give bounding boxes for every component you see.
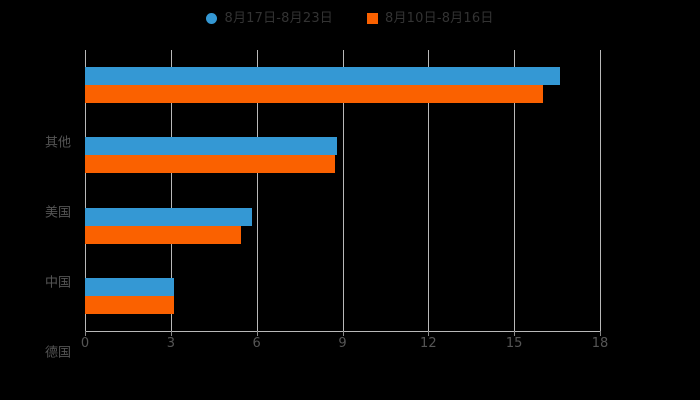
y-axis-label-0: 其他 — [44, 135, 71, 151]
bar[interactable] — [85, 67, 560, 86]
x-tick-label-18: 18 — [591, 336, 609, 351]
bar[interactable] — [85, 225, 241, 244]
gridline-12 — [428, 50, 430, 331]
legend-item-series-1[interactable]: 8月17日-8月23日 — [206, 12, 333, 25]
gridline-6 — [256, 50, 258, 331]
chart-legend: 8月17日-8月23日 8月10日-8月16日 — [0, 6, 700, 30]
x-tick-label-9: 9 — [338, 336, 347, 351]
tickmark-9 — [342, 331, 344, 336]
tickmark-15 — [514, 331, 516, 336]
x-tick-label-15: 15 — [505, 336, 523, 351]
x-tick-label-3: 3 — [166, 336, 175, 351]
y-axis-label-3: 德国 — [44, 345, 71, 361]
legend-label-series-2: 8月10日-8月16日 — [385, 10, 494, 26]
y-axis-category-labels: 其他 美国 中国 德国 — [0, 50, 85, 361]
gridline-3 — [170, 50, 172, 331]
tickmark-6 — [256, 331, 258, 336]
x-tick-label-0: 0 — [80, 336, 90, 351]
bar[interactable] — [85, 295, 174, 314]
y-axis-label-1: 美国 — [44, 205, 71, 221]
square-marker-icon — [367, 12, 378, 24]
legend-label-series-1: 8月17日-8月23日 — [224, 10, 333, 26]
y-axis-label-2: 中国 — [44, 275, 71, 291]
plot-area — [85, 50, 601, 336]
bar[interactable] — [85, 85, 543, 104]
y-axis-line — [85, 50, 86, 331]
x-axis-tick-labels: 0 3 6 9 12 15 18 — [81, 336, 608, 356]
bar[interactable] — [85, 155, 336, 174]
bar[interactable] — [85, 207, 253, 226]
x-tick-label-12: 12 — [420, 336, 437, 351]
tickmark-0 — [85, 331, 86, 336]
gridline-9 — [342, 50, 344, 331]
tickmark-12 — [428, 331, 430, 336]
x-tick-label-6: 6 — [252, 336, 261, 351]
legend-item-series-2[interactable]: 8月10日-8月16日 — [367, 12, 494, 25]
tickmark-3 — [170, 331, 172, 336]
bar[interactable] — [85, 137, 337, 156]
tickmark-18 — [600, 331, 601, 336]
gridline-15 — [514, 50, 516, 331]
circle-marker-icon — [206, 12, 218, 24]
gridline-18 — [600, 50, 601, 331]
bar[interactable] — [85, 277, 174, 296]
